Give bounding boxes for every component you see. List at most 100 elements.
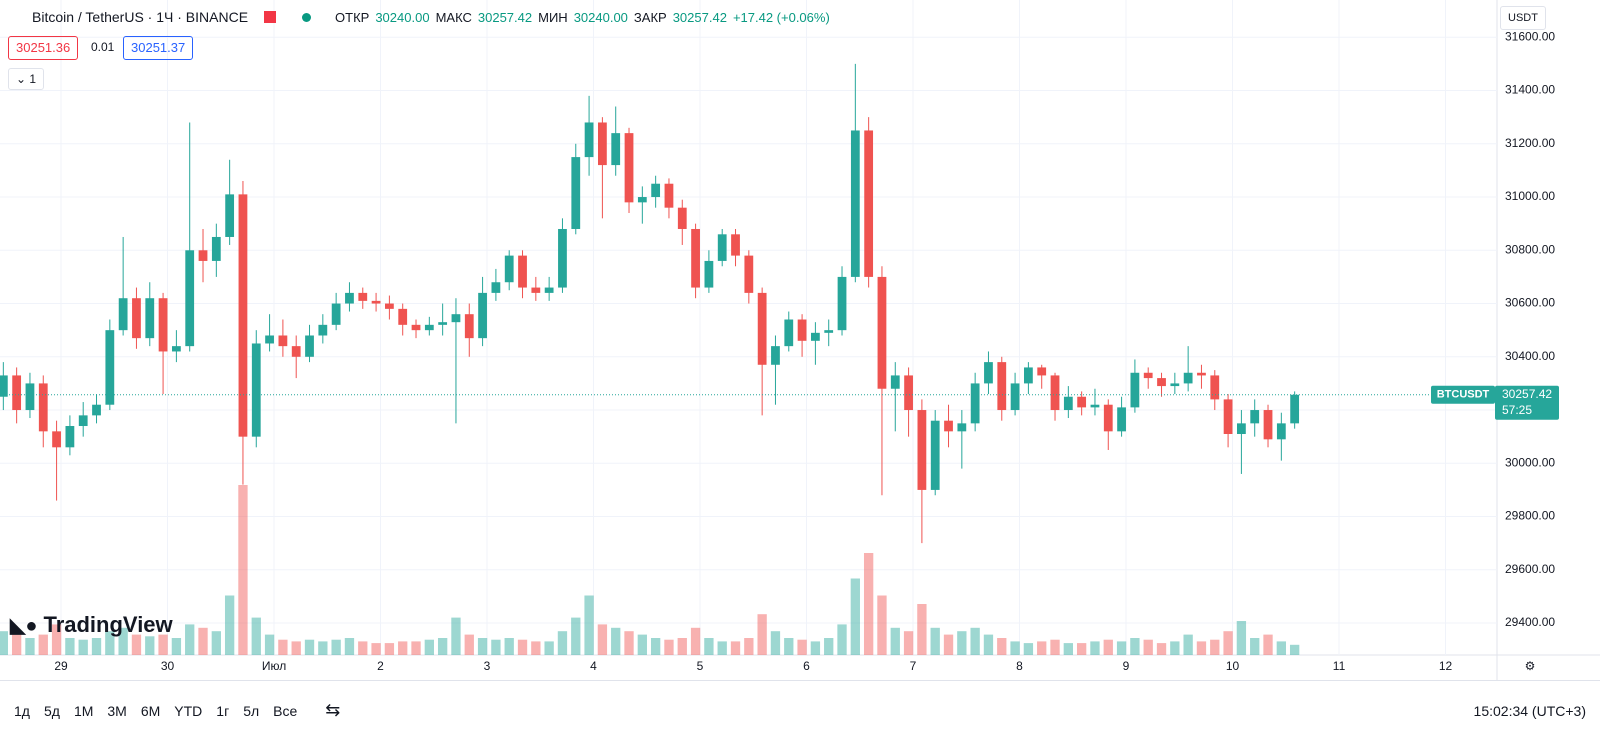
volume-bar [1236, 621, 1247, 655]
volume-bar [1090, 641, 1100, 655]
candle-body [1223, 399, 1233, 435]
symbol: Bitcoin / TetherUS · 1Ч · BINANCE [32, 9, 249, 25]
candle-body [1117, 407, 1126, 432]
volume-bar [917, 604, 927, 655]
candle-body [0, 375, 8, 397]
candle-body [451, 314, 461, 323]
volume-bar [1263, 634, 1273, 655]
volume-bar [91, 638, 102, 655]
bid[interactable]: 30251.36 [8, 36, 79, 60]
volume-bar [1183, 634, 1193, 655]
date-range[interactable]: ⇆ [325, 700, 341, 720]
x-tick-label: 5 [697, 659, 704, 673]
volume-bar [318, 641, 328, 655]
x-tick-label: 6 [803, 659, 810, 673]
candle-body [1237, 423, 1246, 435]
candle-body [811, 332, 820, 341]
volume-bar [411, 641, 421, 655]
volume-bar [238, 485, 248, 655]
volume-bar [145, 636, 155, 655]
flag[interactable] [264, 11, 277, 23]
period[interactable]: 1М [73, 702, 94, 719]
volume-bar [278, 639, 288, 655]
volume-bar [797, 639, 807, 655]
change: +17.42 (+0.06%) [732, 9, 830, 25]
volume-bar [624, 631, 634, 655]
period[interactable]: Все [273, 702, 298, 719]
candle-body [890, 375, 900, 389]
volume-bar [118, 627, 128, 655]
candle-body [464, 314, 474, 339]
volume-bar [1156, 643, 1167, 655]
logo: ◣● TradingView [10, 612, 173, 638]
volume-bar [504, 638, 514, 655]
y-tick-label: 31400.00 [1505, 83, 1555, 97]
volume-bar [1276, 641, 1286, 655]
candle-body [38, 383, 48, 432]
candle-body [1063, 396, 1073, 411]
volume-bar [890, 627, 900, 655]
volume-bar [690, 627, 701, 655]
candle-body [52, 431, 61, 448]
period[interactable]: 6М [140, 702, 161, 719]
volume-bar [983, 634, 994, 655]
candle-body [598, 122, 607, 166]
currency[interactable]: USDT [1500, 6, 1546, 30]
candle-body [984, 362, 993, 384]
y-tick-label: 31600.00 [1505, 29, 1555, 43]
candle-body [105, 330, 115, 405]
candle-body [65, 426, 75, 448]
volume-bar [398, 641, 408, 655]
x-tick-label: 9 [1123, 659, 1130, 673]
candle-body [957, 423, 967, 432]
candle-body [1197, 372, 1206, 376]
period[interactable]: YTD [174, 702, 203, 719]
candle-body [1090, 404, 1100, 408]
candle-body [651, 183, 661, 198]
volume-bar [131, 634, 142, 655]
period[interactable]: 1д [14, 702, 30, 719]
period[interactable]: 3М [107, 702, 127, 719]
period[interactable]: 1г [216, 702, 230, 719]
candle-body [1250, 410, 1260, 424]
candle-body [1103, 404, 1113, 432]
candle-body [864, 130, 874, 277]
volume-bar [211, 631, 221, 655]
x-tick-label: 29 [54, 659, 68, 673]
settings-icon[interactable]: ⚙ [1525, 659, 1536, 673]
volume-bar [571, 617, 581, 655]
period[interactable]: 5д [43, 702, 60, 719]
price-tag [1495, 385, 1559, 420]
volume-bar [1210, 639, 1220, 655]
candle-body [424, 324, 434, 331]
indicator-toggle[interactable]: ⌄ 1 [8, 68, 45, 90]
volume-bar [557, 631, 568, 655]
candle-body [25, 383, 35, 411]
volume-bar [1289, 644, 1300, 655]
volume-bar [1023, 643, 1034, 655]
ask[interactable]: 30251.37 [123, 36, 194, 60]
candle-body [305, 335, 314, 357]
x-tick-label: 11 [1333, 659, 1346, 673]
volume-bar [1116, 641, 1127, 655]
volume-bar [331, 639, 341, 655]
candle-body [1037, 367, 1047, 376]
volume-bar [11, 634, 22, 655]
volume-bar [611, 627, 621, 655]
x-tick-label: 3 [484, 659, 491, 673]
candle-body [944, 420, 953, 432]
volume-bar [0, 631, 8, 655]
candle-body [917, 410, 927, 490]
volume-bar [1037, 641, 1047, 655]
candle-body [384, 303, 394, 309]
period[interactable]: 5л [243, 702, 260, 719]
candle-body [611, 133, 621, 166]
candle-body [1210, 375, 1220, 400]
volume-bar [171, 638, 182, 655]
logo-mark: ◣● [10, 614, 38, 637]
candle-body [1183, 372, 1193, 384]
candle-body [132, 298, 141, 339]
volume-bar [784, 638, 794, 655]
candle-body [624, 133, 634, 203]
